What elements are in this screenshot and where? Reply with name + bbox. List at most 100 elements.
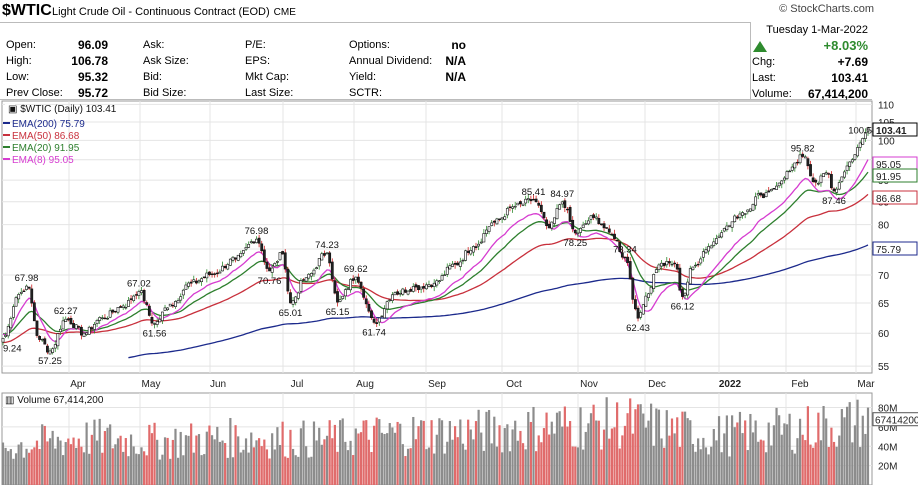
candle-body: [145, 302, 149, 305]
volume-bar: [435, 434, 438, 485]
candle-body: [48, 350, 52, 355]
candle-body: [725, 225, 729, 231]
candle-body: [398, 292, 402, 295]
candle-body: [72, 323, 75, 328]
candle-body: [323, 253, 326, 256]
candle-body: [487, 226, 491, 232]
volume-bar: [785, 424, 789, 485]
candle-body: [404, 289, 407, 293]
candle-body: [819, 175, 823, 184]
volume-bar: [678, 446, 681, 485]
candle-body: [466, 250, 470, 253]
candle-body: [320, 253, 324, 261]
candle-body: [686, 281, 690, 296]
candle-body: [93, 323, 96, 330]
candle-body: [788, 170, 792, 173]
candle-body: [82, 332, 86, 337]
candle-body: [790, 166, 794, 171]
candle-body: [192, 279, 196, 282]
volume-bar: [595, 420, 598, 485]
volume-bar: [182, 455, 185, 485]
last-label: Last:: [752, 72, 776, 84]
price-annotation: 78.25: [563, 238, 587, 249]
volume-bar: [388, 423, 391, 485]
volume-bar: [490, 443, 493, 485]
volume-bar: [20, 442, 23, 485]
candle-body: [252, 241, 256, 244]
candle-body: [59, 328, 62, 333]
candle-body: [153, 323, 156, 325]
volume-bar: [673, 433, 676, 485]
volume-bar: [284, 456, 287, 485]
candle-body: [106, 317, 109, 320]
volume-bar: [124, 438, 127, 485]
ema20-line: [2, 171, 869, 335]
volume-bar: [474, 421, 478, 485]
price-annotation: 70.76: [258, 276, 282, 287]
volume-bar: [372, 425, 376, 485]
volume-bar: [480, 432, 483, 485]
candle-body: [451, 263, 454, 267]
candle-body: [853, 154, 857, 160]
candle-body: [113, 310, 117, 313]
volume-current-tag: [872, 412, 918, 427]
volume-bar: [642, 413, 645, 485]
candle-body: [179, 296, 183, 301]
volume-bar: [621, 435, 624, 485]
volume-bar: [613, 427, 616, 485]
candle-body: [25, 285, 28, 290]
candle-body: [74, 324, 78, 329]
candle-body: [218, 271, 222, 274]
candle-body: [866, 127, 870, 132]
candle-body: [372, 318, 376, 323]
volume-label: Volume:: [752, 88, 792, 100]
volume-bar: [848, 402, 851, 485]
candle-body: [500, 217, 504, 220]
volume-bar: [540, 442, 543, 485]
annual-dividend-label: Annual Dividend:: [349, 55, 433, 67]
price-annotation: 67.98: [15, 273, 39, 284]
volume-bar: [184, 435, 188, 485]
volume-bar: [548, 434, 551, 485]
candle-body: [291, 300, 295, 305]
candle-body: [845, 165, 849, 171]
header-divider: [0, 22, 750, 23]
volume-bar: [14, 453, 18, 485]
month-tick-label: Jun: [210, 379, 226, 390]
candle-body: [1, 337, 5, 343]
brand-label: © StockCharts.com: [779, 3, 874, 15]
price-tick-label: 80: [878, 221, 890, 232]
volume-bar: [302, 420, 305, 485]
volume-bar: [796, 438, 799, 485]
volume-bar: [208, 425, 211, 485]
volume-bar: [93, 419, 96, 485]
volume-bar: [728, 456, 731, 485]
volume-bar: [278, 445, 282, 485]
volume-bar: [801, 434, 804, 485]
candle-body: [98, 317, 102, 321]
volume-bar: [399, 423, 402, 485]
volume-bar: [542, 428, 546, 485]
candle-body: [780, 180, 784, 185]
candle-body: [649, 286, 653, 294]
volume-bar: [537, 435, 540, 485]
volume-bar: [519, 430, 522, 485]
volume-bar: [710, 446, 713, 485]
eps-label: EPS:: [245, 55, 271, 67]
volume-bar: [224, 443, 227, 485]
candle-body: [469, 249, 473, 255]
candle-body: [824, 172, 828, 175]
candle-body: [503, 216, 507, 220]
volume-bar: [665, 410, 668, 485]
prev-close-value: 95.72: [77, 86, 108, 100]
volume-bar: [72, 437, 75, 485]
candle-body: [438, 280, 441, 282]
candle-body: [226, 264, 230, 270]
volume-bar: [822, 405, 825, 485]
volume-bar: [691, 443, 695, 485]
candle-body: [377, 317, 381, 323]
candle-body: [772, 188, 776, 190]
candle-body: [746, 209, 750, 213]
volume-bar: [244, 438, 248, 485]
month-tick-label: Jul: [291, 379, 304, 390]
